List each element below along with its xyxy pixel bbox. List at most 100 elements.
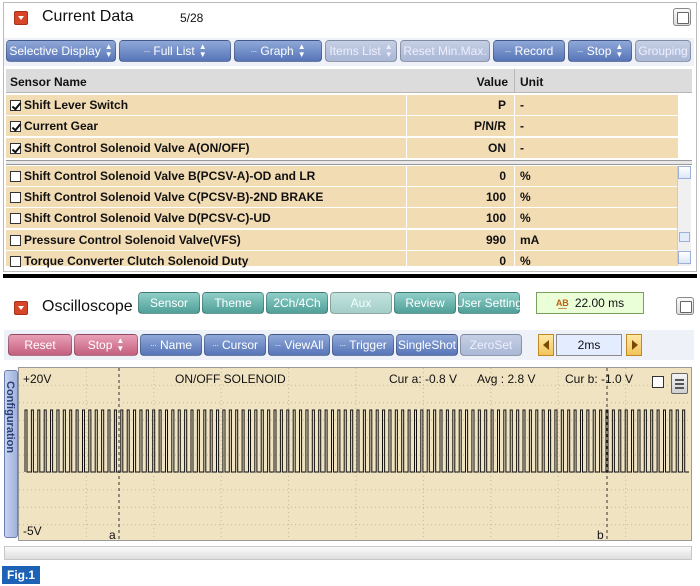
toolbar-record-button[interactable]: ··· Record xyxy=(493,40,565,62)
osc-reset-button-label: Reset xyxy=(24,338,56,352)
configuration-tab[interactable]: Configuration xyxy=(4,370,18,538)
sensor-name-cell: Torque Converter Clutch Solenoid Duty xyxy=(10,254,248,268)
toolbar-items-list-button[interactable]: Items List ▲ ▼ xyxy=(325,40,397,62)
toolbar-grouping-button[interactable]: Grouping xyxy=(635,40,691,62)
osc-singleshot-button-label: SingleShot xyxy=(397,338,457,352)
toolbar-reset-min-max--button[interactable]: Reset Min.Max. xyxy=(400,40,490,62)
osc-theme-button[interactable]: Theme xyxy=(202,292,264,314)
toolbar-graph-button-label: Graph xyxy=(260,44,294,58)
cursor-a-readout: Cur a: -0.8 V xyxy=(389,372,458,386)
osc-2ch-4ch-button[interactable]: 2Ch/4Ch xyxy=(266,292,328,314)
osc-2ch-4ch-button-label: 2Ch/4Ch xyxy=(273,296,321,310)
time-div-value: 2ms xyxy=(556,334,622,356)
osc-user-setting-button-label: User Setting xyxy=(455,296,523,310)
toolbar-stop-button-label: Stop xyxy=(586,44,612,58)
scope-menu-icon[interactable] xyxy=(671,373,688,394)
scope-waveform xyxy=(19,368,691,540)
sensor-checkbox[interactable] xyxy=(10,99,21,111)
toolbar-items-list-button-label: Items List xyxy=(329,44,381,58)
scope-horizontal-scrollbar[interactable] xyxy=(4,546,692,560)
sensor-row[interactable]: Current Gear P/N/R - xyxy=(6,116,678,137)
sensor-checkbox[interactable] xyxy=(10,234,21,246)
sensor-checkbox[interactable] xyxy=(10,170,21,182)
sensor-checkbox[interactable] xyxy=(10,120,21,132)
scope-display[interactable]: +20V ON/OFF SOLENOID Cur a: -0.8 V Avg :… xyxy=(18,367,692,541)
value-header: Value xyxy=(476,75,508,89)
osc-user-setting-button[interactable]: User Setting xyxy=(455,292,523,314)
sensor-name: Shift Control Solenoid Valve C(PCSV-B)-2… xyxy=(24,190,324,204)
toolbar-full-list-button[interactable]: ··· Full List ▲ ▼ xyxy=(119,40,231,62)
toolbar-grouping-button-label: Grouping xyxy=(638,44,688,58)
sensor-value: 100 xyxy=(485,211,506,225)
sensor-name: Shift Control Solenoid Valve D(PCSV-C)-U… xyxy=(24,211,271,225)
time-div-increase-button[interactable] xyxy=(626,334,642,356)
toolbar-stop-button[interactable]: ··· Stop ▲ ▼ xyxy=(568,40,632,62)
sensor-row[interactable]: Shift Control Solenoid Valve B(PCSV-A)-O… xyxy=(6,166,678,187)
osc-review-button-label: Review xyxy=(405,296,445,310)
osc-review-button[interactable]: Review xyxy=(394,292,456,314)
osc-trigger-button[interactable]: ··· Trigger xyxy=(332,334,394,356)
collapse-current-data-button[interactable] xyxy=(14,11,28,25)
sensor-unit: - xyxy=(520,141,524,155)
maximize-oscilloscope-button[interactable] xyxy=(676,297,694,315)
sensor-value: 0 xyxy=(499,254,506,268)
osc-zeroset-button[interactable]: ZeroSet xyxy=(460,334,522,356)
sensor-name-cell: Pressure Control Solenoid Valve(VFS) xyxy=(10,233,241,247)
toolbar-selective-display-button[interactable]: Selective Display ▲ ▼ xyxy=(6,40,116,62)
scroll-down-arrow-icon[interactable] xyxy=(678,251,691,264)
sensor-row[interactable]: Shift Control Solenoid Valve A(ON/OFF) ON… xyxy=(6,138,678,159)
osc-aux-button-label: Aux xyxy=(350,296,372,310)
sensor-unit: % xyxy=(520,254,531,268)
osc-aux-button[interactable]: Aux xyxy=(330,292,392,314)
osc-theme-button-label: Theme xyxy=(214,296,252,310)
osc-name-button[interactable]: ··· Name xyxy=(140,334,202,356)
cursor-a-marker[interactable]: a xyxy=(109,528,116,541)
osc-reset-button[interactable]: Reset xyxy=(8,334,72,356)
current-data-title: Current Data xyxy=(42,8,134,25)
sensor-row[interactable]: Pressure Control Solenoid Valve(VFS) 990 m… xyxy=(6,230,678,251)
osc-stop-button-label: Stop xyxy=(87,338,113,352)
time-div-decrease-button[interactable] xyxy=(538,334,554,356)
sensor-row[interactable]: Shift Lever Switch P - xyxy=(6,95,678,116)
osc-cursor-button[interactable]: ··· Cursor xyxy=(204,334,266,356)
sensor-name: Shift Control Solenoid Valve B(PCSV-A)-O… xyxy=(24,169,316,183)
osc-trigger-button-label: Trigger xyxy=(349,338,387,352)
sensor-name: Current Gear xyxy=(24,119,99,133)
unit-header: Unit xyxy=(520,75,544,89)
osc-sensor-button-label: Sensor xyxy=(149,296,189,310)
menu-dots-icon: ··· xyxy=(274,340,281,350)
sensor-checkbox[interactable] xyxy=(10,255,21,267)
collapse-oscilloscope-button[interactable] xyxy=(14,301,28,315)
maximize-current-data-button[interactable] xyxy=(673,8,691,26)
panel-splitter[interactable] xyxy=(3,274,697,278)
scope-bottom-voltage: -5V xyxy=(23,524,42,538)
sensor-name-header: Sensor Name xyxy=(10,75,87,89)
sensor-row[interactable]: Shift Control Solenoid Valve D(PCSV-C)-U… xyxy=(6,208,678,229)
sensor-name: Pressure Control Solenoid Valve(VFS) xyxy=(24,233,241,247)
sensor-row[interactable]: Torque Converter Clutch Solenoid Duty 0% xyxy=(6,251,678,268)
sensor-checkbox[interactable] xyxy=(10,191,21,203)
cursor-b-readout: Cur b: -1.0 V xyxy=(565,372,634,386)
sensor-value: 990 xyxy=(485,233,506,247)
sensor-name-cell: Shift Control Solenoid Valve C(PCSV-B)-2… xyxy=(10,190,323,204)
menu-dots-icon: ··· xyxy=(250,46,257,56)
sensor-checkbox[interactable] xyxy=(10,212,21,224)
cursor-b-marker[interactable]: b xyxy=(597,528,604,541)
sensor-name-cell: Shift Lever Switch xyxy=(10,98,128,112)
scope-options-checkbox[interactable] xyxy=(652,376,664,388)
up-down-arrows-icon: ▲ ▼ xyxy=(615,42,624,59)
current-data-panel xyxy=(3,2,697,272)
sensor-unit: % xyxy=(520,190,531,204)
osc-stop-button[interactable]: Stop ▲ ▼ xyxy=(74,334,138,356)
sensor-checkbox[interactable] xyxy=(10,142,21,154)
osc-singleshot-button[interactable]: SingleShot xyxy=(396,334,458,356)
sensor-table-scrollbar[interactable] xyxy=(677,166,691,266)
toolbar-graph-button[interactable]: ··· Graph ▲ ▼ xyxy=(234,40,322,62)
scroll-up-arrow-icon[interactable] xyxy=(678,166,691,179)
up-down-arrows-icon: ▲ ▼ xyxy=(198,42,207,59)
osc-sensor-button[interactable]: Sensor xyxy=(138,292,200,314)
scroll-thumb[interactable] xyxy=(679,232,690,242)
osc-cursor-button-label: Cursor xyxy=(221,338,258,352)
osc-viewall-button[interactable]: ··· ViewAll xyxy=(268,334,330,356)
sensor-row[interactable]: Shift Control Solenoid Valve C(PCSV-B)-2… xyxy=(6,187,678,208)
